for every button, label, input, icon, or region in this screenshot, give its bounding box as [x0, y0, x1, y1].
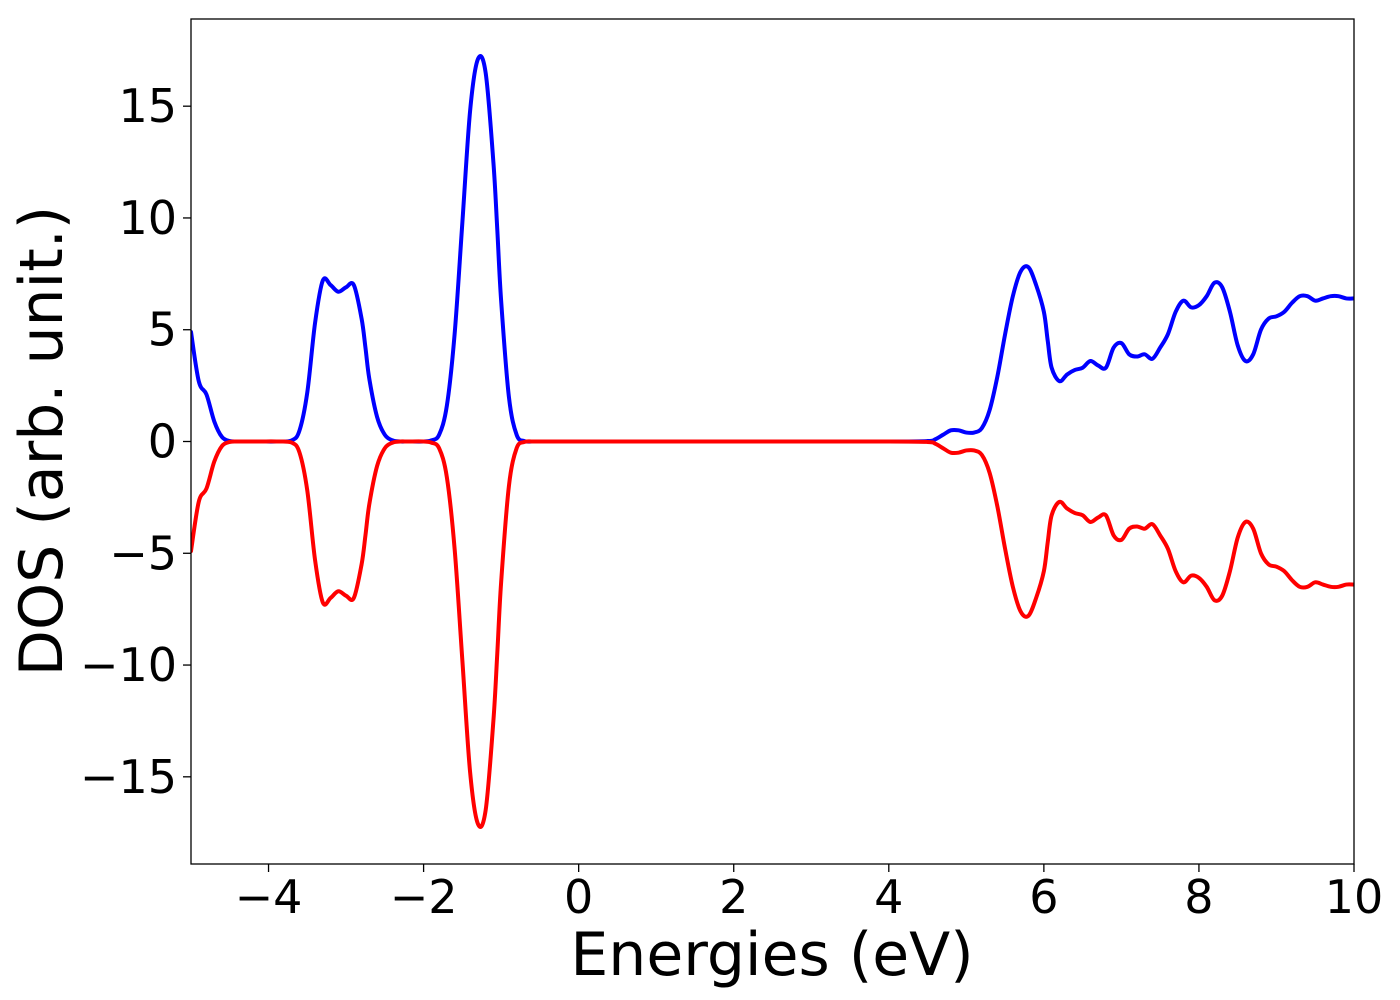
y-tick-label: −10: [80, 638, 177, 692]
y-tick-label: 15: [118, 79, 177, 133]
series-layer: [191, 54, 1354, 829]
x-tick-label: 8: [1184, 870, 1213, 924]
y-tick-label: −5: [109, 526, 177, 580]
y-axis-ticks: 15 10 5 0 −5 −10 −15: [80, 79, 191, 804]
y-tick-label: −15: [80, 750, 177, 804]
y-tick-label: 5: [148, 303, 177, 357]
x-tick-label: 0: [564, 870, 593, 924]
x-tick-label: 6: [1029, 870, 1058, 924]
series-line-1: [191, 54, 1354, 444]
x-tick-label: 4: [874, 870, 903, 924]
x-tick-label: 2: [719, 870, 748, 924]
x-axis-label: Energies (eV): [570, 920, 973, 990]
x-axis-ticks: −4 −2 0 2 4 6 8 10: [235, 864, 1384, 924]
x-tick-label: −4: [235, 870, 303, 924]
x-tick-label: −2: [390, 870, 458, 924]
x-tick-label: 10: [1325, 870, 1384, 924]
y-axis-label: DOS (arb. unit.): [7, 206, 77, 676]
y-tick-label: 0: [148, 415, 177, 469]
series-line-2: [191, 439, 1354, 829]
y-tick-label: 10: [118, 191, 177, 245]
